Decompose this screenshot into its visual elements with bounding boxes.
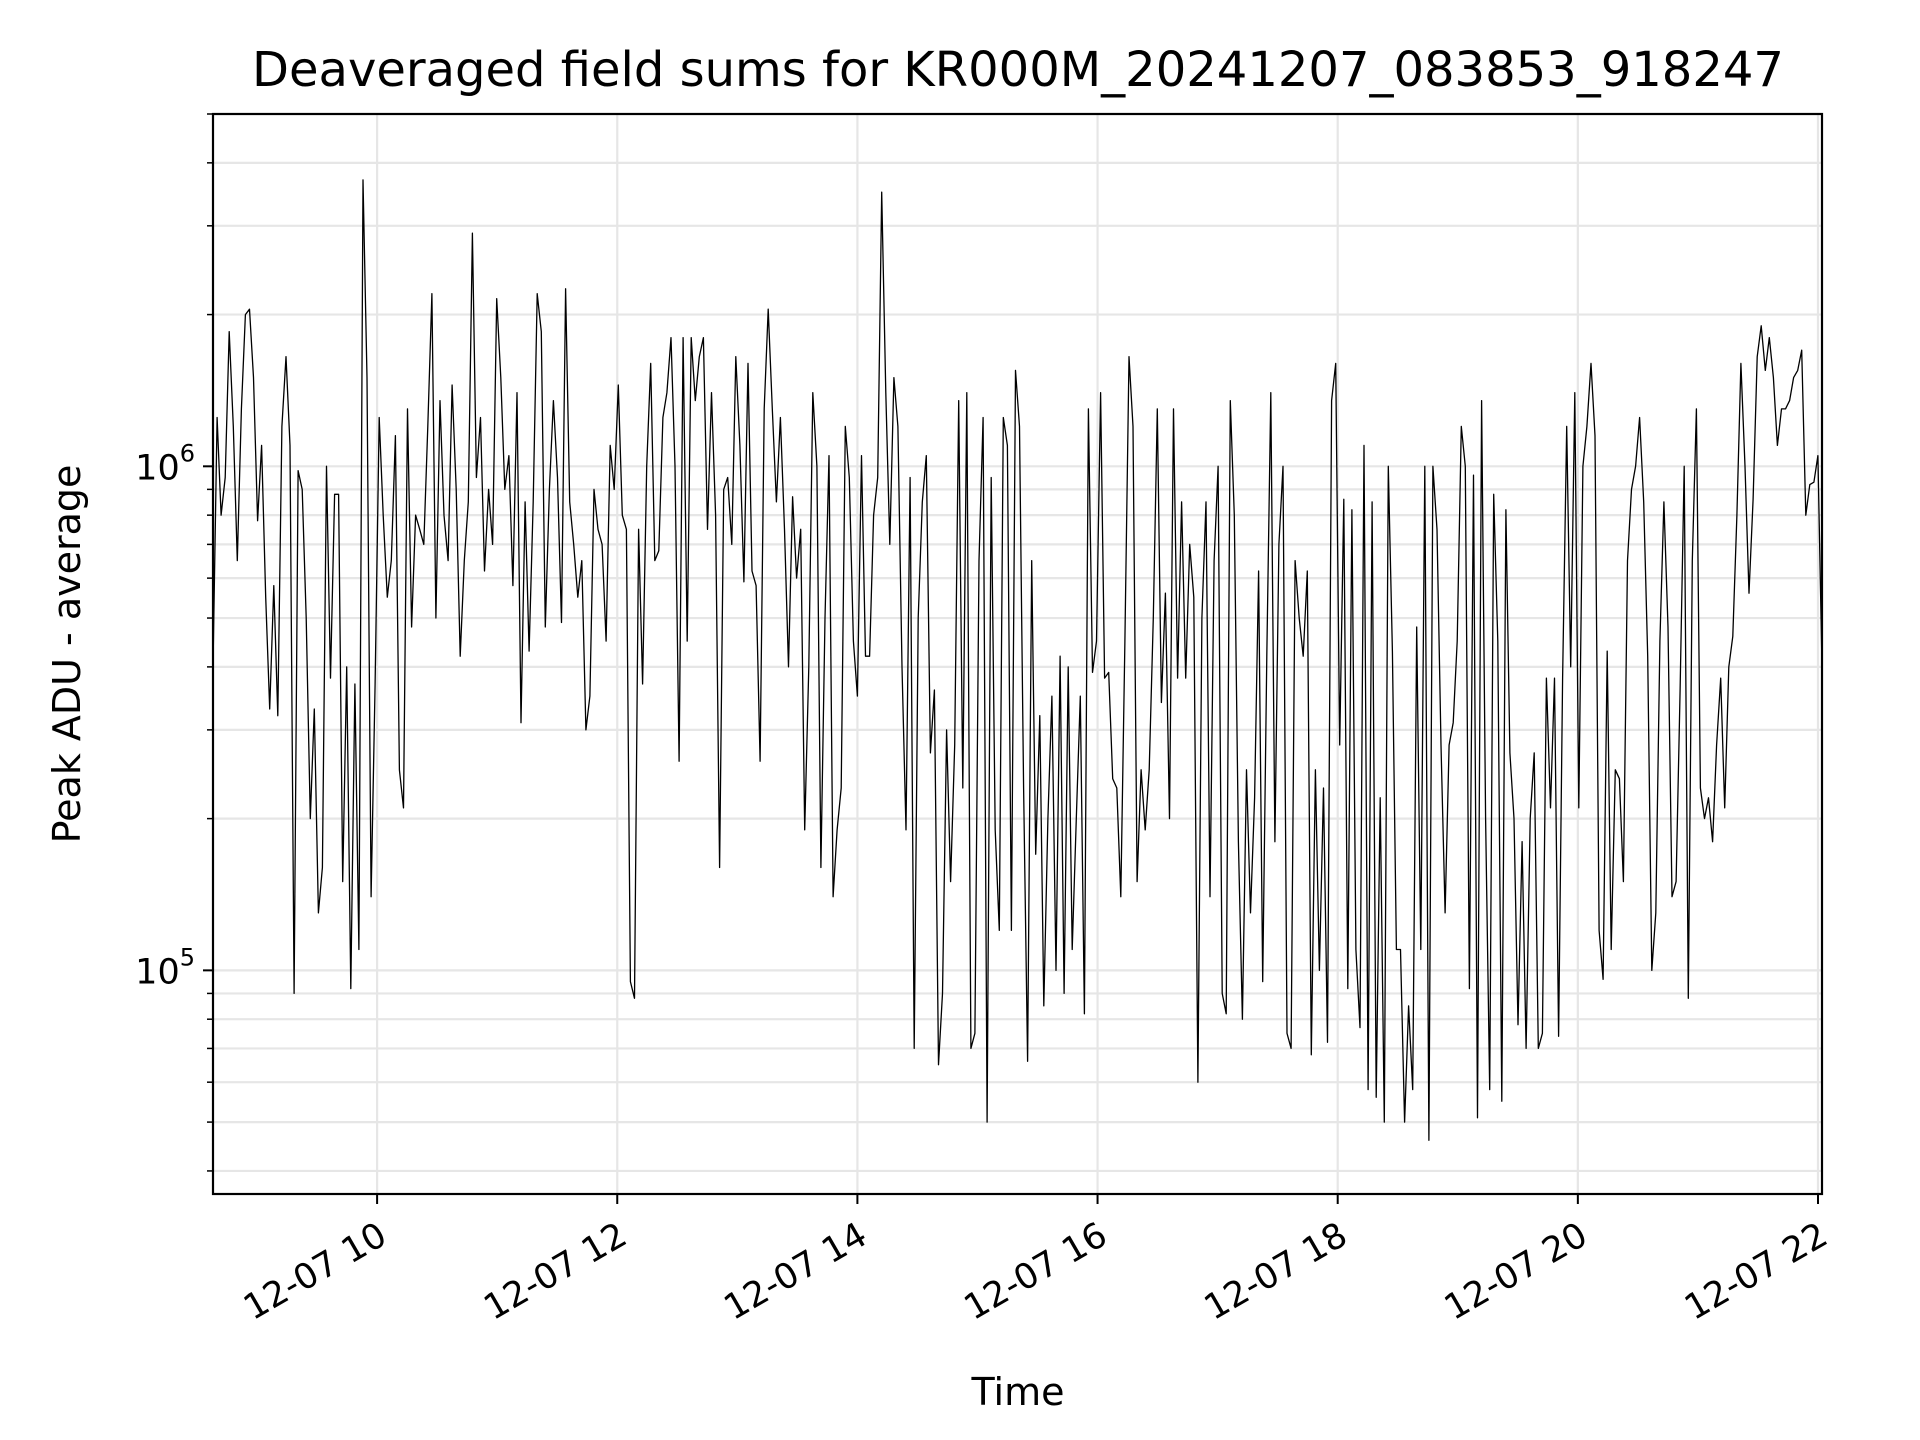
x-axis-label: Time — [971, 1370, 1065, 1414]
chart-title: Deaveraged field sums for KR000M_2024120… — [252, 42, 1784, 98]
plot-area — [213, 114, 1822, 1194]
grid — [213, 112, 1822, 1194]
y-tick-label: 105 — [135, 943, 195, 992]
y-axis: 105 106 — [135, 113, 213, 1172]
y-tick-label: 106 — [135, 439, 195, 488]
plot-frame — [211, 112, 1824, 1196]
y-axis-label: Peak ADU - average — [45, 465, 89, 844]
series-line — [212, 179, 1823, 1141]
